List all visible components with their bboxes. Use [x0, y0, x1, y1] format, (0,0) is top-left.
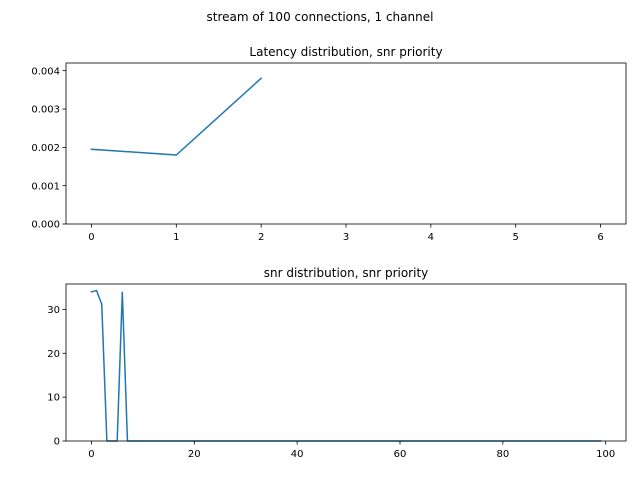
x-tick-label: 4 [428, 232, 434, 243]
figure-suptitle: stream of 100 connections, 1 channel [207, 10, 434, 24]
x-tick-label: 5 [513, 232, 519, 243]
x-tick-label: 40 [291, 449, 304, 460]
x-tick-label: 20 [188, 449, 201, 460]
x-tick-label: 0 [88, 232, 94, 243]
x-tick-label: 3 [343, 232, 349, 243]
y-tick-label: 0.003 [31, 105, 60, 116]
series-line-1 [90, 77, 263, 156]
y-tick-label: 0.000 [31, 220, 60, 231]
series-line-1 [90, 289, 602, 442]
x-tick-label: 1 [173, 232, 179, 243]
y-tick-label: 0.001 [31, 181, 60, 192]
axes-frame [65, 62, 627, 225]
y-tick-label: 30 [47, 305, 60, 316]
chart-title: snr distribution, snr priority [264, 266, 429, 280]
x-tick-label: 6 [597, 232, 603, 243]
x-tick-label: 2 [258, 232, 264, 243]
y-tick-label: 0 [54, 437, 60, 448]
charts-layer: 0 1 2 3 4 5 6 0.000 0.001 0.002 0.003 0.004 Latency … [31, 45, 627, 460]
y-tick-label: 0.002 [31, 143, 60, 154]
x-tick-label: 100 [596, 449, 615, 460]
chart-title: Latency distribution, snr priority [249, 45, 442, 59]
y-tick-label: 20 [47, 349, 60, 360]
x-tick-label: 80 [496, 449, 509, 460]
axes-frame [65, 283, 627, 442]
x-tick-label: 60 [394, 449, 407, 460]
y-tick-label: 10 [47, 393, 60, 404]
chart-1: 0 1 2 3 4 5 6 0.000 0.001 0.002 0.003 0.004 Latency … [31, 45, 627, 243]
chart-2: 0 20 40 60 80 100 0 10 20 30 snr distribution, snr… [47, 266, 627, 460]
y-tick-label: 0.004 [31, 66, 60, 77]
x-tick-label: 0 [88, 449, 94, 460]
